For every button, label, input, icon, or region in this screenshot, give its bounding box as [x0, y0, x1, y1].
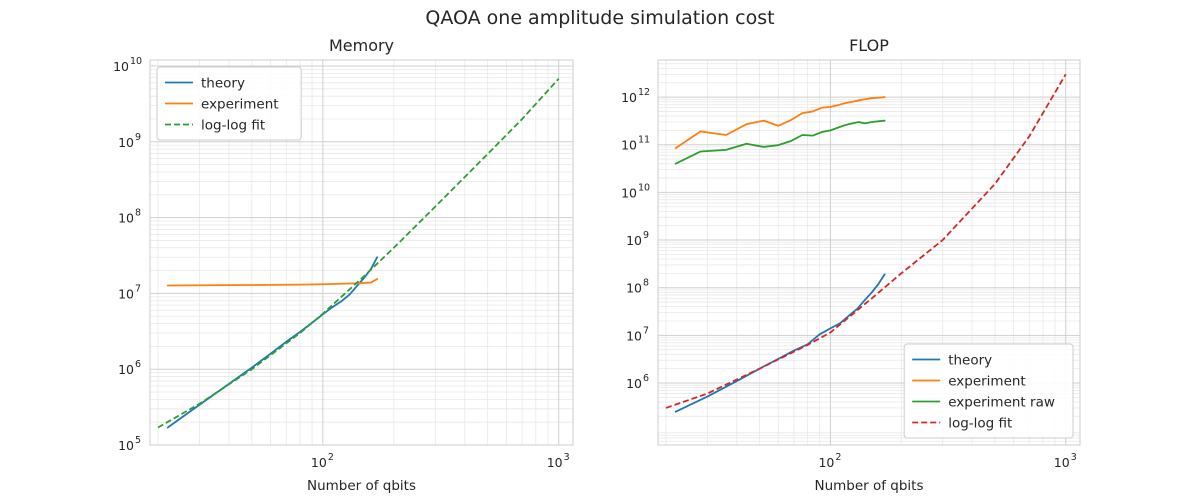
- figure-title: QAOA one amplitude simulation cost: [425, 7, 774, 29]
- axes-frame: [657, 59, 1081, 446]
- axes-frame: [149, 59, 574, 446]
- legend: theory experiment experiment raw log-log fi…: [903, 343, 1074, 439]
- panel-title: Memory: [329, 36, 394, 55]
- y-tick-exponent: 6: [135, 359, 141, 370]
- legend: theory experiment log-log fit: [156, 66, 302, 141]
- series-line-log-log-fit: [665, 73, 1067, 409]
- x-tick-label: 10: [1054, 455, 1070, 470]
- y-tick-exponent: 5: [135, 435, 141, 446]
- y-tick-exponent: 10: [638, 182, 650, 193]
- y-tick-label: 10: [113, 59, 129, 74]
- grid: [658, 60, 1080, 445]
- series-line-log-log-fit: [157, 78, 560, 429]
- x-axis-label: Number of qbits: [307, 478, 416, 494]
- legend-label: theory: [201, 76, 245, 92]
- y-tick-label: 10: [626, 328, 642, 343]
- series-line-experiment-raw: [674, 119, 886, 165]
- y-tick-label: 10: [118, 362, 134, 377]
- x-tick-exponent: 3: [564, 452, 570, 463]
- y-tick-label: 10: [118, 438, 134, 453]
- y-tick-label: 10: [626, 376, 642, 391]
- y-tick-exponent: 11: [638, 135, 650, 146]
- y-tick-exponent: 8: [135, 208, 141, 219]
- y-tick-exponent: 8: [643, 278, 649, 289]
- series-line-experiment: [674, 96, 886, 150]
- legend-label: experiment raw: [948, 395, 1055, 411]
- panel-title: FLOP: [849, 36, 889, 55]
- y-tick-exponent: 7: [135, 283, 141, 294]
- y-tick-label: 10: [118, 286, 134, 301]
- y-tick-exponent: 9: [135, 132, 141, 143]
- legend-label: log-log fit: [201, 118, 265, 134]
- x-tick-exponent: 2: [328, 452, 334, 463]
- y-tick-exponent: 12: [638, 87, 650, 98]
- x-tick-label: 10: [818, 455, 834, 470]
- y-tick-label: 10: [621, 185, 637, 200]
- series-line-experiment: [166, 278, 379, 287]
- legend-box: [903, 343, 1074, 439]
- y-tick-label: 10: [626, 233, 642, 248]
- x-tick-exponent: 3: [1071, 452, 1077, 463]
- x-tick-exponent: 2: [835, 452, 841, 463]
- legend-label: log-log fit: [948, 416, 1012, 432]
- legend-label: experiment: [948, 374, 1026, 390]
- y-tick-exponent: 6: [643, 373, 649, 384]
- y-tick-label: 10: [621, 138, 637, 153]
- series-group: [665, 73, 1067, 413]
- y-tick-label: 10: [626, 281, 642, 296]
- x-axis-label: Number of qbits: [814, 478, 923, 494]
- series-group: [157, 78, 560, 429]
- y-tick-exponent: 9: [643, 230, 649, 241]
- y-tick-exponent: 7: [643, 325, 649, 336]
- y-tick-label: 10: [621, 90, 637, 105]
- y-tick-label: 10: [118, 211, 134, 226]
- y-tick-label: 10: [118, 135, 134, 150]
- legend-label: theory: [948, 353, 992, 369]
- series-line-theory: [674, 273, 886, 413]
- x-tick-label: 10: [311, 455, 327, 470]
- x-tick-label: 10: [547, 455, 563, 470]
- legend-box: [156, 66, 302, 141]
- y-tick-exponent: 10: [130, 56, 142, 67]
- legend-label: experiment: [201, 97, 279, 113]
